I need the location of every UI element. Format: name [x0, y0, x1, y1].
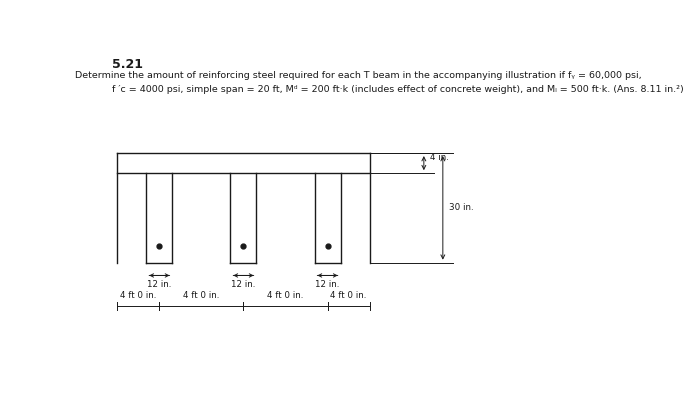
- Text: 4 in.: 4 in.: [430, 153, 449, 162]
- Text: 4 ft 0 in.: 4 ft 0 in.: [330, 291, 367, 300]
- Text: 30 in.: 30 in.: [449, 204, 474, 212]
- Text: 12 in.: 12 in.: [316, 280, 340, 289]
- Text: 12 in.: 12 in.: [231, 280, 255, 289]
- Text: 4 ft 0 in.: 4 ft 0 in.: [120, 291, 157, 300]
- Text: 12 in.: 12 in.: [147, 280, 172, 289]
- Text: 4 ft 0 in.: 4 ft 0 in.: [183, 291, 220, 300]
- Text: Determine the amount of reinforcing steel required for each T beam in the accomp: Determine the amount of reinforcing stee…: [76, 71, 642, 80]
- Text: f ′c = 4000 psi, simple span = 20 ft, Mᵈ = 200 ft·k (includes effect of concrete: f ′c = 4000 psi, simple span = 20 ft, Mᵈ…: [112, 84, 684, 94]
- Text: 4 ft 0 in.: 4 ft 0 in.: [267, 291, 304, 300]
- Text: 5.21: 5.21: [112, 58, 143, 71]
